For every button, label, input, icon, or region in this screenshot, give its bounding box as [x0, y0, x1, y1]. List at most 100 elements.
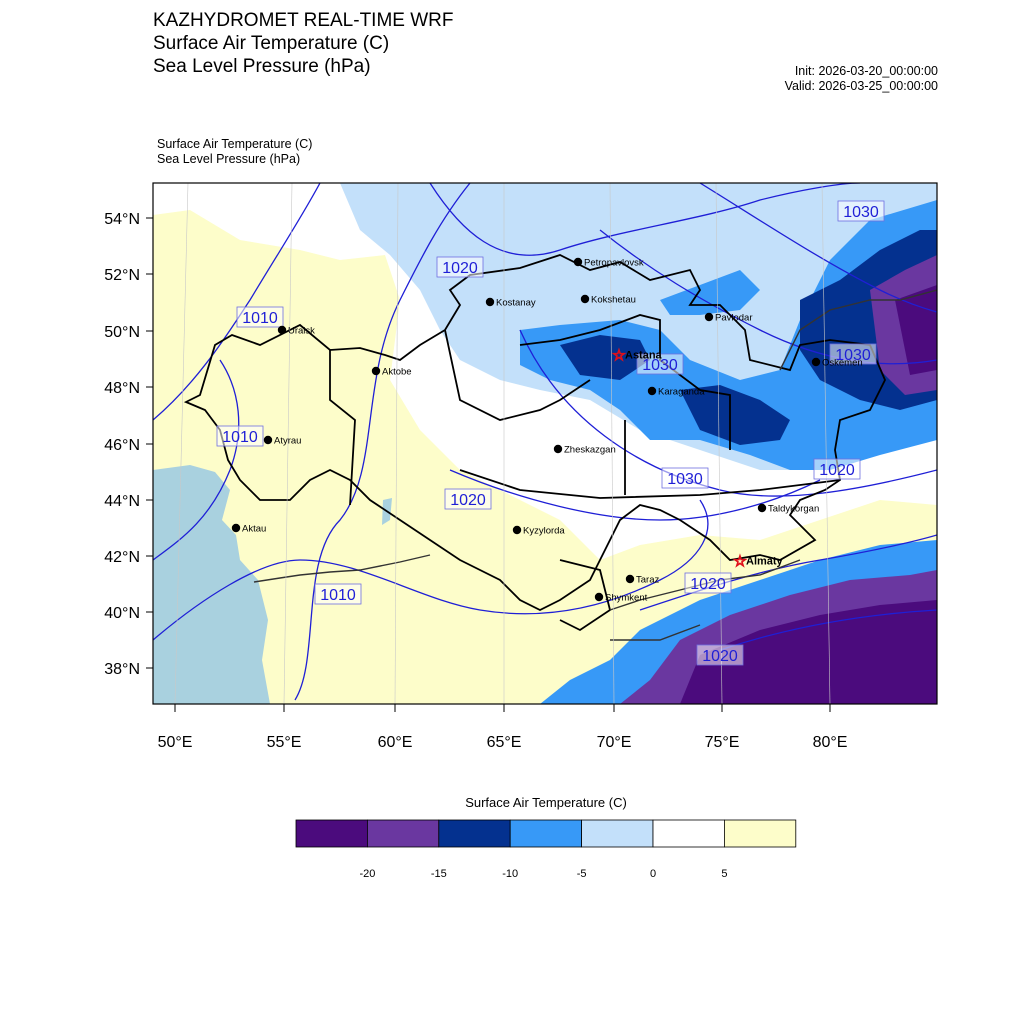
- city-dot-icon: [647, 386, 657, 396]
- lat-label-52: 52°N: [104, 267, 140, 284]
- init-time: Init: 2026-03-20_00:00:00: [794, 64, 938, 78]
- lat-label-40: 40°N: [104, 605, 140, 622]
- temp-zone-very-cold: [560, 230, 937, 445]
- temp-zone-mountains-core: [680, 600, 937, 704]
- title-block: KAZHYDROMET REAL-TIME WRF Surface Air Te…: [153, 9, 454, 78]
- isobar-label: 1030: [636, 353, 684, 375]
- city-kostanay: Kostanay: [485, 297, 536, 309]
- temp-zone-warm: [153, 210, 937, 704]
- city-kokshetau: Kokshetau: [580, 295, 636, 306]
- temp-zone-extreme-cold-ne-core: [895, 285, 937, 375]
- colorbar-label: -10: [502, 868, 518, 880]
- lat-tick-labels: 38°N 40°N 42°N 44°N 46°N 48°N 50°N 52°N …: [104, 211, 140, 678]
- city-label: Oskemen: [822, 358, 863, 369]
- field-subtitles: Surface Air Temperature (C) Sea Level Pr…: [157, 137, 312, 167]
- svg-text:1030: 1030: [667, 471, 703, 488]
- valid-time: Valid: 2026-03-25_00:00:00: [784, 79, 938, 93]
- city-shymkent: Shymkent: [594, 593, 648, 604]
- svg-text:1020: 1020: [450, 492, 486, 509]
- city-almaty: ☆ Almaty: [733, 551, 784, 570]
- isobar-label: 1030: [829, 343, 877, 365]
- city-label: Uralsk: [288, 326, 315, 337]
- isobar-label: 1010: [314, 583, 362, 605]
- city-dot-icon: [704, 312, 714, 322]
- city-dot-icon: [231, 523, 241, 533]
- lat-label-42: 42°N: [104, 549, 140, 566]
- lat-label-54: 54°N: [104, 211, 140, 228]
- colorbar-swatch: [581, 819, 654, 848]
- svg-text:1010: 1010: [242, 310, 278, 327]
- svg-text:1010: 1010: [320, 587, 356, 604]
- city-aktau: Aktau: [231, 523, 266, 535]
- colorbar-label: -15: [431, 868, 447, 880]
- colorbar-label: -20: [359, 868, 375, 880]
- isobar-label: 1020: [436, 256, 484, 278]
- city-aktobe: Aktobe: [371, 366, 412, 378]
- city-label: Kyzylorda: [523, 526, 565, 537]
- graticule: [174, 183, 831, 704]
- subtitle-pressure: Sea Level Pressure (hPa): [157, 152, 301, 166]
- city-petropavlovsk: Petropavlovsk: [573, 257, 644, 269]
- city-label: Almaty: [746, 556, 784, 568]
- title-line-pressure: Sea Level Pressure (hPa): [153, 56, 371, 77]
- city-label: Petropavlovsk: [584, 258, 644, 269]
- city-dot-icon: [512, 525, 522, 535]
- isobar-label: 1020: [444, 488, 492, 510]
- city-dot-icon: [277, 325, 287, 335]
- borders: [183, 254, 886, 632]
- colorbar-swatch: [438, 819, 511, 848]
- city-dot-icon: [485, 297, 495, 307]
- city-label: Pavlodar: [715, 313, 753, 324]
- isobar-label: 1020: [696, 644, 744, 666]
- caspian-sea: [153, 465, 270, 704]
- map-field: [153, 183, 937, 704]
- lon-label-55: 55°E: [267, 734, 302, 751]
- city-dot-icon: [263, 435, 273, 445]
- colorbar-swatch: [295, 819, 368, 848]
- city-zheskazgan: Zheskazgan: [553, 445, 616, 456]
- city-dot-icon: [625, 574, 635, 584]
- lat-ticks: [146, 217, 153, 669]
- isobar-label: 1010: [236, 306, 284, 328]
- lon-tick-labels: 50°E 55°E 60°E 65°E 70°E 75°E 80°E: [158, 734, 848, 751]
- city-taraz: Taraz: [625, 574, 659, 586]
- isobar-labels: 1030 1020 1010 1030 1030 1020 1010 1030 …: [216, 200, 885, 666]
- forecast-times: Init: 2026-03-20_00:00:00 Valid: 2026-03…: [785, 64, 938, 94]
- svg-text:1020: 1020: [702, 648, 738, 665]
- city-taldykorgan: Taldykorgan: [757, 503, 819, 515]
- capital-star-icon: ☆: [733, 552, 746, 570]
- city-label: Astana: [625, 350, 663, 362]
- city-karaganda: Karaganda: [647, 386, 705, 398]
- capital-star-icon: ☆: [612, 346, 625, 364]
- city-dot-icon: [757, 503, 767, 513]
- city-markers: Petropavlovsk Kostanay Kokshetau Pavlodar Ur…: [231, 257, 863, 604]
- svg-text:1030: 1030: [835, 347, 871, 364]
- isobar-label: 1020: [684, 572, 732, 594]
- lat-label-44: 44°N: [104, 493, 140, 510]
- isobar-label: 1030: [661, 467, 709, 489]
- city-label: Taldykorgan: [768, 504, 819, 515]
- lon-label-80: 80°E: [813, 734, 848, 751]
- isobar-label: 1020: [813, 458, 861, 480]
- main-title: KAZHYDROMET REAL-TIME WRF: [153, 10, 454, 31]
- city-pavlodar: Pavlodar: [704, 312, 753, 324]
- city-dot-icon: [371, 366, 381, 376]
- city-label: Shymkent: [605, 593, 648, 604]
- lon-label-70: 70°E: [597, 734, 632, 751]
- svg-text:1020: 1020: [819, 462, 855, 479]
- title-line-temperature: Surface Air Temperature (C): [153, 33, 390, 54]
- colorbar-label: 5: [721, 868, 727, 880]
- subtitle-temperature: Surface Air Temperature (C): [157, 137, 313, 151]
- city-dot-icon: [573, 257, 583, 267]
- svg-text:1010: 1010: [222, 429, 258, 446]
- city-uralsk: Uralsk: [277, 325, 315, 337]
- colorbar-swatch: [724, 819, 797, 848]
- lat-label-46: 46°N: [104, 437, 140, 454]
- lat-label-48: 48°N: [104, 380, 140, 397]
- colorbar-label: -5: [577, 868, 587, 880]
- isobar-label: 1010: [216, 425, 264, 447]
- temp-zone-cold-north: [660, 270, 760, 315]
- lat-label-38: 38°N: [104, 661, 140, 678]
- city-label: Zheskazgan: [564, 445, 616, 456]
